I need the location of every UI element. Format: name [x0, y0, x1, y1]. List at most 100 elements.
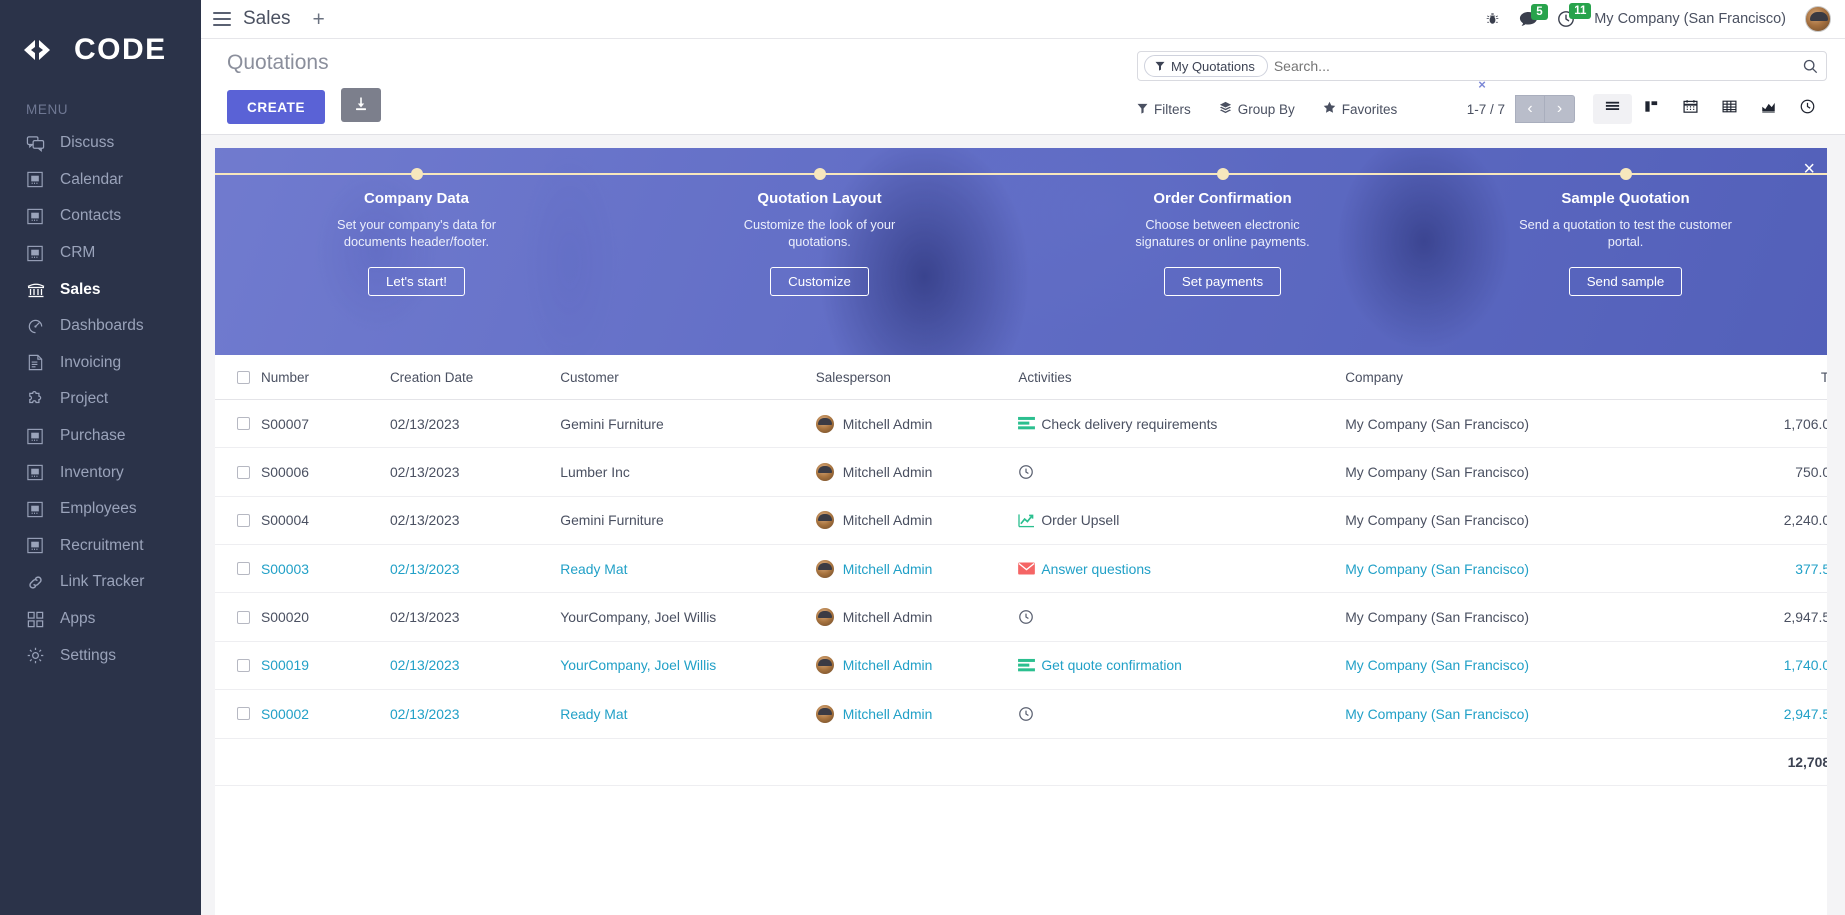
column-header-activities[interactable]: Activities: [1018, 355, 1346, 400]
onboarding-step-quotation-layout: Quotation Layout Customize the look of y…: [618, 148, 1021, 355]
pager-next-button[interactable]: ›: [1545, 95, 1575, 123]
banner-close-button[interactable]: ×: [1803, 158, 1815, 180]
select-all-checkbox[interactable]: [237, 371, 250, 384]
filter-icon: [1155, 61, 1165, 71]
favorites-menu[interactable]: Favorites: [1323, 101, 1397, 117]
group-by-menu[interactable]: Group By: [1219, 101, 1295, 117]
brand[interactable]: CODE: [0, 18, 201, 76]
column-header-customer[interactable]: Customer: [560, 355, 816, 400]
sidebar-item-project[interactable]: Project: [0, 381, 201, 418]
lets-start-button[interactable]: Let's start!: [368, 267, 465, 297]
cell-total: 2,240.00 €: [1665, 496, 1827, 546]
activities-badge: 11: [1569, 3, 1592, 20]
cell-company: My Company (San Francisco): [1345, 399, 1666, 449]
avatar[interactable]: [1805, 6, 1831, 32]
cell-activities[interactable]: Check delivery requirements: [1018, 399, 1346, 449]
row-checkbox-cell: [215, 447, 262, 497]
export-button[interactable]: [340, 88, 381, 122]
column-header-total[interactable]: Total: [1665, 355, 1827, 400]
set-payments-button[interactable]: Set payments: [1163, 267, 1282, 297]
filters-menu[interactable]: Filters: [1137, 101, 1191, 117]
table-row[interactable]: S00019 02/13/2023 YourCompany, Joel Will…: [215, 641, 1827, 691]
graph-view-button[interactable]: [1749, 94, 1788, 124]
onboarding-step-sample-quotation: Sample Quotation Send a quotation to tes…: [1424, 148, 1827, 355]
row-checkbox[interactable]: [237, 417, 250, 431]
placeholder-icon: [25, 535, 46, 556]
cell-activities[interactable]: [1018, 447, 1346, 497]
cell-activities[interactable]: Get quote confirmation: [1018, 641, 1346, 691]
column-header-salesperson[interactable]: Salesperson: [815, 355, 1019, 400]
row-checkbox[interactable]: [237, 562, 250, 576]
sidebar-item-contacts[interactable]: Contacts: [0, 198, 201, 235]
sidebar-item-link-tracker[interactable]: Link Tracker: [0, 564, 201, 601]
banner-progress-line: [215, 173, 1827, 175]
table-row[interactable]: S00020 02/13/2023 YourCompany, Joel Will…: [215, 592, 1827, 642]
send-sample-button[interactable]: Send sample: [1568, 267, 1683, 297]
cell-activities[interactable]: [1018, 689, 1346, 739]
create-button[interactable]: CREATE: [227, 90, 326, 124]
bug-icon[interactable]: [1485, 11, 1500, 27]
sidebar-item-discuss[interactable]: Discuss: [0, 125, 201, 162]
kanban-view-button[interactable]: [1632, 94, 1671, 124]
messages-icon[interactable]: 5: [1519, 4, 1548, 27]
sidebar-item-recruitment[interactable]: Recruitment: [0, 528, 201, 565]
activity-view-button[interactable]: [1788, 94, 1827, 124]
salesperson-name: Mitchell Admin: [842, 415, 933, 432]
sidebar-item-crm[interactable]: CRM: [0, 235, 201, 272]
step-description: Set your company's data for documents he…: [337, 217, 496, 250]
pager-previous-button[interactable]: ‹: [1515, 95, 1545, 123]
column-header-company[interactable]: Company: [1345, 355, 1666, 400]
table-row[interactable]: S00002 02/13/2023 Ready Mat Mitchell Adm…: [215, 689, 1827, 739]
row-checkbox[interactable]: [237, 513, 250, 527]
row-checkbox-cell: [215, 399, 262, 449]
pivot-view-button[interactable]: [1710, 94, 1749, 124]
banner-background-photo: [215, 148, 1827, 355]
sidebar-item-inventory[interactable]: Inventory: [0, 454, 201, 491]
cell-activities[interactable]: [1018, 592, 1346, 642]
salesperson-name: Mitchell Admin: [842, 705, 933, 722]
sidebar-item-dashboards[interactable]: Dashboards: [0, 308, 201, 345]
sidebar-item-calendar[interactable]: Calendar: [0, 162, 201, 199]
header-row: Number Creation Date Customer Salesperso…: [215, 355, 1827, 400]
sidebar-item-sales[interactable]: Sales: [0, 271, 201, 308]
column-header-creation-date[interactable]: Creation Date: [389, 355, 561, 400]
cell-activities[interactable]: Answer questions: [1018, 544, 1346, 594]
hamburger-icon[interactable]: [213, 12, 231, 26]
sidebar: CODE MENU Discuss Calendar Contacts CRM: [0, 0, 201, 915]
table-row[interactable]: S00004 02/13/2023 Gemini Furniture Mitch…: [215, 496, 1827, 546]
row-checkbox[interactable]: [237, 610, 250, 624]
sidebar-item-settings[interactable]: Settings: [0, 637, 201, 674]
column-header-number[interactable]: Number: [261, 355, 390, 400]
salesperson-name: Mitchell Admin: [842, 560, 933, 577]
table-row[interactable]: S00007 02/13/2023 Gemini Furniture Mitch…: [215, 399, 1827, 449]
apps-grid-icon: [25, 609, 46, 630]
sidebar-item-employees[interactable]: Employees: [0, 491, 201, 528]
search-icon[interactable]: [1803, 59, 1818, 74]
cell-salesperson: Mitchell Admin: [815, 447, 1019, 497]
table-row[interactable]: S00006 02/13/2023 Lumber Inc Mitchell Ad…: [215, 447, 1827, 497]
new-tab-button[interactable]: +: [312, 7, 325, 31]
row-checkbox[interactable]: [237, 707, 250, 721]
salesperson-avatar: [815, 463, 834, 482]
sidebar-item-label: Sales: [60, 280, 101, 298]
row-checkbox[interactable]: [237, 658, 250, 672]
filter-menus: Filters Group By Favorites: [1137, 101, 1397, 117]
facet-remove-button[interactable]: ×: [1478, 77, 1486, 92]
sidebar-item-invoicing[interactable]: Invoicing: [0, 345, 201, 382]
salesperson-name: Mitchell Admin: [842, 464, 933, 481]
search-facet-my-quotations[interactable]: My Quotations: [1144, 55, 1268, 77]
sidebar-item-purchase[interactable]: Purchase: [0, 418, 201, 455]
list-view-button[interactable]: [1593, 94, 1632, 124]
cell-activities[interactable]: Order Upsell: [1018, 496, 1346, 546]
company-selector[interactable]: My Company (San Francisco): [1594, 11, 1786, 27]
search-input[interactable]: [1267, 58, 1803, 74]
calendar-view-button[interactable]: [1671, 94, 1710, 124]
search-bar[interactable]: My Quotations ×: [1137, 51, 1827, 92]
cell-number: S00020: [261, 592, 390, 642]
customize-button[interactable]: Customize: [770, 267, 869, 297]
sidebar-item-label: Recruitment: [60, 536, 144, 554]
row-checkbox[interactable]: [237, 465, 250, 479]
activities-icon[interactable]: 11: [1557, 3, 1592, 28]
sidebar-item-apps[interactable]: Apps: [0, 601, 201, 638]
table-row[interactable]: S00003 02/13/2023 Ready Mat Mitchell Adm…: [215, 544, 1827, 594]
